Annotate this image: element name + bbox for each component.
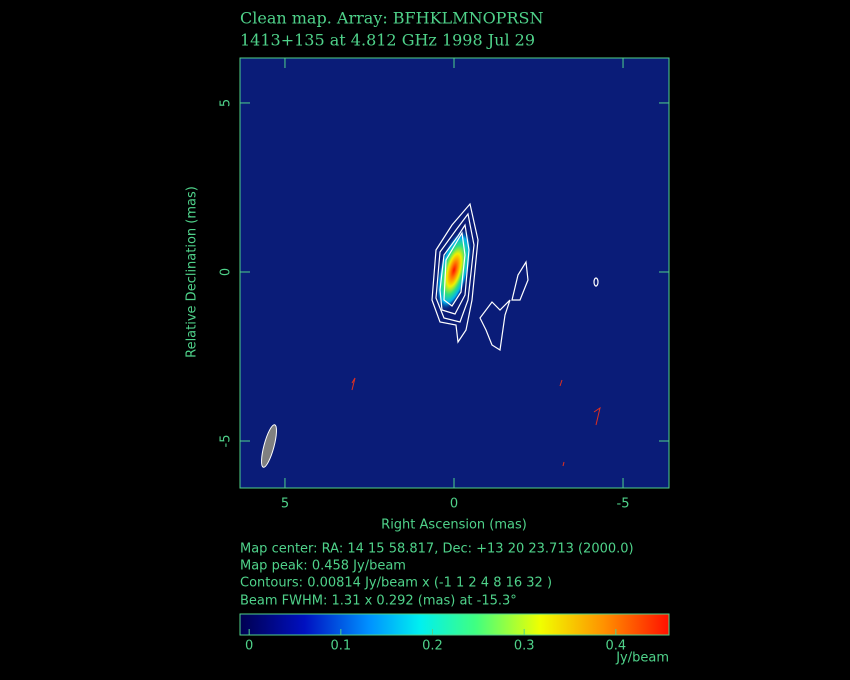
colorbar-tick-label: 0 — [245, 639, 253, 654]
colorbar-tick-label: 0.1 — [330, 639, 351, 654]
annotation: Contours: 0.00814 Jy/beam x (-1 1 2 4 8 … — [240, 576, 552, 591]
x-tick-label: 5 — [281, 497, 289, 512]
colorbar-tick-label: 0.4 — [605, 639, 626, 654]
annotation: Beam FWHM: 1.31 x 0.292 (mas) at -15.3° — [240, 594, 517, 609]
y-tick-label: 0 — [219, 268, 234, 276]
y-tick-label: -5 — [219, 435, 234, 448]
y-tick-label: 5 — [219, 99, 234, 107]
x-tick-label: -5 — [617, 497, 630, 512]
y-axis-label: Relative Declination (mas) — [185, 186, 200, 358]
annotation: Map center: RA: 14 15 58.817, Dec: +13 2… — [240, 542, 634, 557]
colorbar — [239, 613, 670, 636]
x-tick-label: 0 — [450, 497, 458, 512]
subtitle: 1413+135 at 4.812 GHz 1998 Jul 29 — [240, 31, 535, 50]
colorbar-tick-label: 0.2 — [422, 639, 443, 654]
source — [261, 202, 601, 468]
beam — [261, 424, 277, 468]
colorbar-label: Jy/beam — [615, 651, 669, 666]
annotation: Map peak: 0.458 Jy/beam — [240, 559, 406, 574]
title: Clean map. Array: BFHKLMNOPRSN — [240, 9, 543, 28]
x-axis-label: Right Ascension (mas) — [381, 518, 527, 533]
colorbar-tick-label: 0.3 — [514, 639, 535, 654]
plot-frame — [239, 57, 670, 489]
